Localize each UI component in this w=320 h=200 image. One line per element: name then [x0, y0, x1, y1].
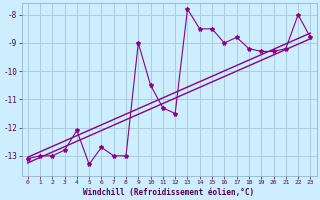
X-axis label: Windchill (Refroidissement éolien,°C): Windchill (Refroidissement éolien,°C) [84, 188, 255, 197]
